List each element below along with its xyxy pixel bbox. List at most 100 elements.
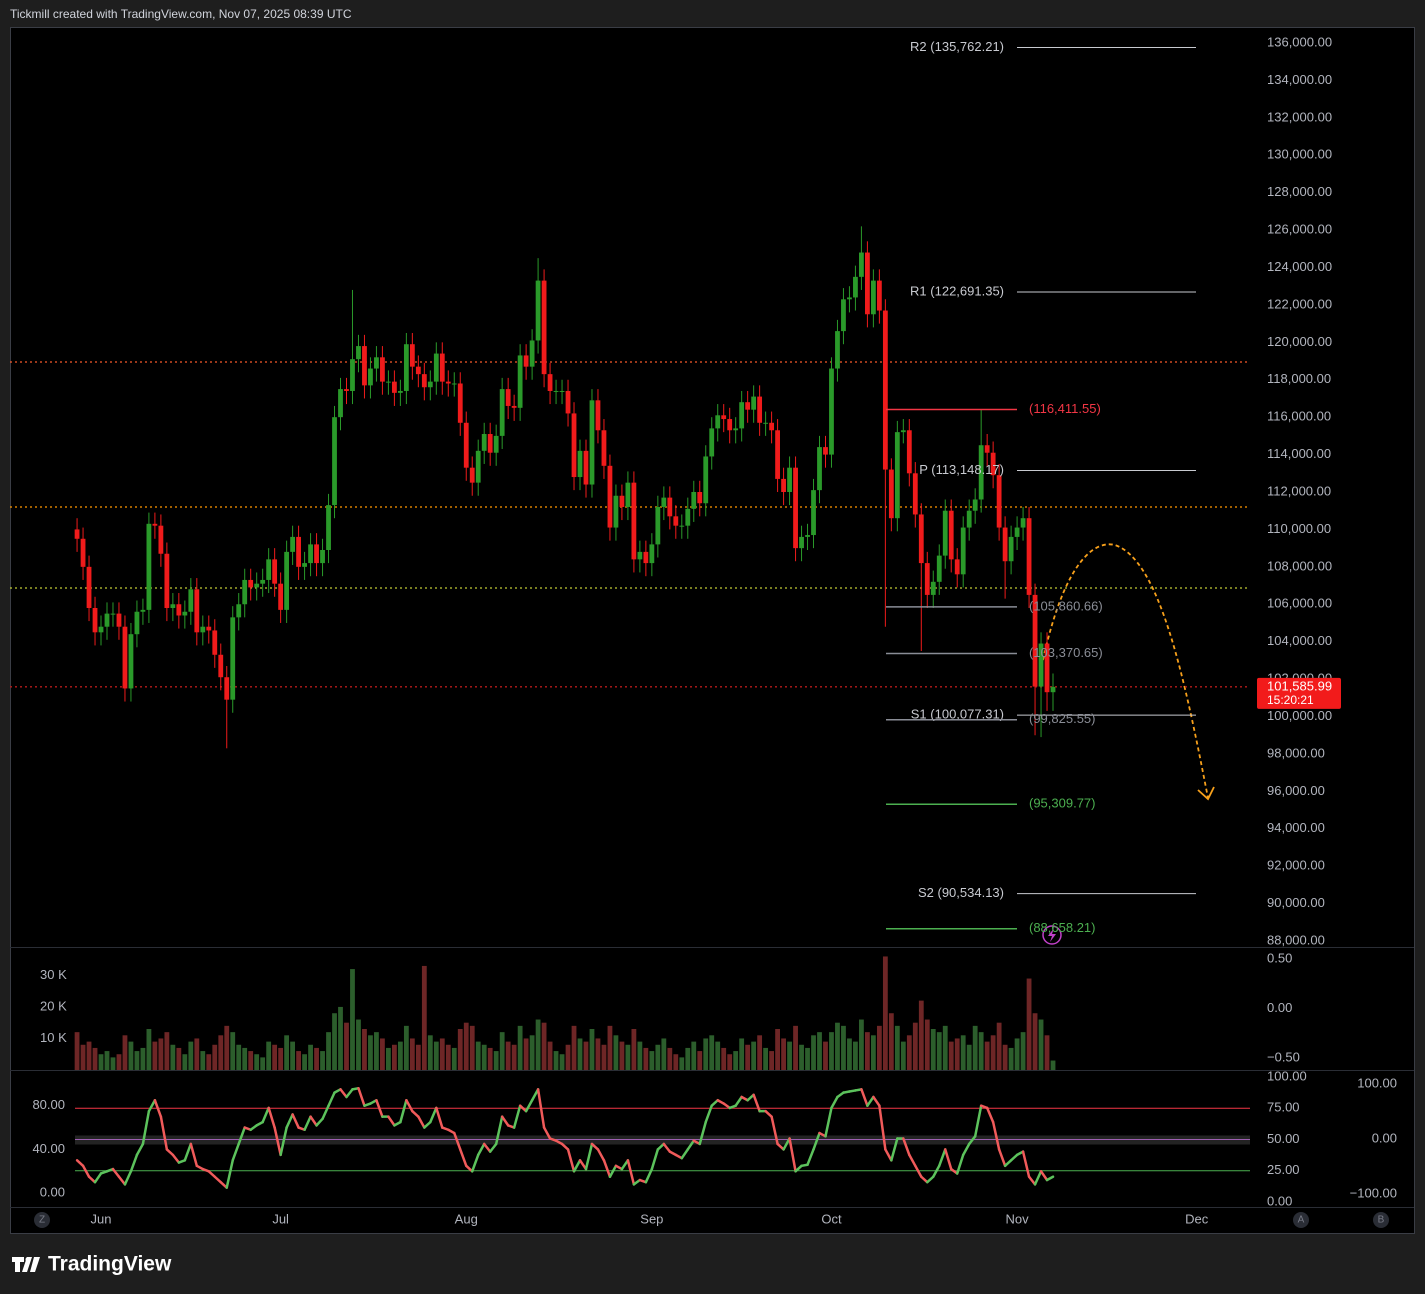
volume-bar (445, 1044, 451, 1070)
oscillator-line (482, 1142, 492, 1153)
candle-body (715, 415, 721, 429)
pivot-label: S2 (90,534.13) (918, 885, 1004, 900)
candle-body (906, 430, 912, 474)
volume-bar (583, 1041, 589, 1070)
volume-bar (1014, 1038, 1020, 1070)
candle-body (876, 280, 882, 311)
axis-button-label[interactable]: B (1378, 1215, 1385, 1226)
volume-bar (134, 1051, 140, 1070)
x-tick-label: Sep (640, 1211, 663, 1226)
candle-body (1008, 536, 1014, 562)
y-tick-label: 30 K (40, 967, 67, 982)
oscillator-line (578, 1159, 588, 1171)
volume-bar (194, 1038, 200, 1070)
candle-body (1014, 527, 1020, 537)
axis-button-label[interactable]: Z (39, 1215, 45, 1226)
volume-bar (368, 1035, 373, 1070)
y-tick-label: 124,000.00 (1267, 259, 1332, 274)
volume-bar (745, 1044, 751, 1070)
volume-bar (200, 1051, 206, 1070)
volume-bar (278, 1047, 284, 1070)
candle-body (457, 383, 463, 423)
x-tick-label: Oct (821, 1211, 842, 1226)
volume-bar (146, 1029, 152, 1070)
volume-bar (775, 1029, 780, 1070)
oscillator-line (932, 1164, 941, 1178)
candle-body (553, 390, 559, 392)
candle-body (739, 402, 745, 429)
y-tick-label: 100.00 (1357, 1076, 1397, 1091)
candle-body (960, 527, 966, 575)
axis-button-label[interactable]: A (1298, 1215, 1305, 1226)
volume-bar (104, 1051, 110, 1070)
volume-bar (1050, 1060, 1056, 1070)
oscillator-line (111, 1167, 121, 1178)
axis-button[interactable] (1293, 1212, 1309, 1228)
candle-body (122, 626, 128, 689)
volume-bar (116, 1054, 122, 1070)
y-tick-label: 114,000.00 (1267, 446, 1331, 461)
volume-bar (338, 1006, 343, 1070)
y-tick-label: 112,000.00 (1267, 483, 1331, 498)
candle-body (374, 357, 379, 369)
y-tick-label: 132,000.00 (1267, 109, 1332, 124)
volume-bar (787, 1041, 792, 1070)
candle-body (631, 482, 637, 560)
oscillator-line (189, 1142, 199, 1168)
oscillator-line (596, 1148, 606, 1162)
oscillator-line (183, 1142, 193, 1162)
axis-button[interactable] (34, 1212, 50, 1228)
candle-body (80, 538, 86, 567)
candle-body (1038, 643, 1044, 687)
oscillator-line (267, 1106, 276, 1129)
candle-body (948, 510, 954, 560)
candle-body (206, 626, 212, 631)
oscillator-line (159, 1115, 169, 1151)
volume-bar (655, 1044, 661, 1070)
volume-bar (805, 1047, 810, 1070)
oscillator-line (860, 1088, 869, 1107)
volume-bar (936, 1032, 942, 1070)
volume-bar (727, 1054, 733, 1070)
volume-bar (535, 1019, 541, 1070)
candle-body (427, 381, 433, 388)
candle-body (116, 613, 122, 627)
candle-body (978, 445, 984, 500)
candle-body (769, 422, 775, 431)
candle-body (146, 523, 152, 610)
volume-bar (290, 1041, 296, 1070)
oscillator-line (542, 1126, 552, 1140)
oscillator-line (524, 1099, 534, 1113)
axis-button[interactable] (1373, 1212, 1389, 1228)
candle-body (661, 497, 667, 507)
y-tick-label: −100.00 (1350, 1185, 1397, 1200)
oscillator-line (985, 1106, 995, 1124)
volume-bar (1032, 1013, 1038, 1070)
candle-body (152, 523, 158, 526)
candle-body (577, 450, 583, 478)
volume-bar (793, 1025, 798, 1070)
candle-body (391, 381, 397, 393)
oscillator-line (991, 1120, 1001, 1151)
volume-bar (236, 1044, 242, 1070)
x-tick-label: Aug (455, 1211, 478, 1226)
volume-bar (314, 1047, 319, 1070)
candle-body (421, 374, 427, 388)
volume-bar (308, 1044, 313, 1070)
candle-body (601, 430, 607, 466)
alert-icon[interactable] (1042, 925, 1062, 945)
volume-bar (637, 1041, 643, 1070)
oscillator-line (123, 1170, 133, 1186)
candle-body (727, 419, 733, 431)
y-tick-label: 0.00 (40, 1185, 65, 1200)
volume-bar (523, 1038, 529, 1070)
candle-body (182, 611, 188, 616)
candle-body (763, 422, 769, 424)
oscillator-line (572, 1159, 582, 1173)
volume-bar (661, 1038, 667, 1070)
y-tick-label: 25.00 (1267, 1162, 1300, 1177)
oscillator-line (734, 1095, 743, 1107)
x-tick-label: Dec (1185, 1211, 1209, 1226)
oscillator-line (650, 1148, 660, 1171)
volume-bar (248, 1051, 254, 1070)
